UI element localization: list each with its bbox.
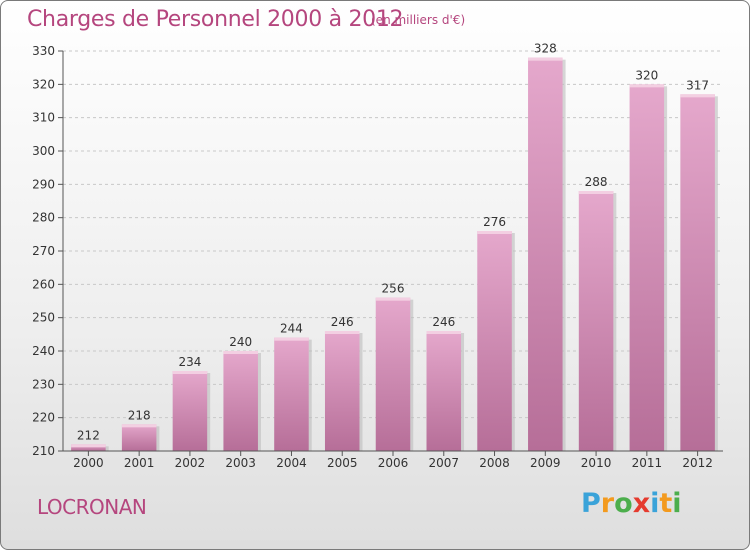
logo-letter: i — [672, 488, 682, 519]
bar-top-highlight — [680, 94, 715, 98]
bar — [375, 297, 411, 451]
chart-subtitle: (en milliers d'€) — [371, 13, 466, 27]
data-label: 218 — [128, 408, 151, 422]
bar-top-highlight — [172, 371, 208, 374]
logo-letter: i — [650, 488, 660, 519]
bar-top-highlight — [274, 337, 309, 341]
logo-letter: t — [659, 488, 673, 519]
y-tick-label: 300 — [32, 144, 55, 158]
data-label: 234 — [178, 355, 201, 369]
bar — [680, 94, 715, 451]
x-tick-label: 2003 — [225, 456, 256, 470]
x-tick-label: 2004 — [276, 456, 307, 470]
x-tick-label: 2011 — [632, 456, 663, 470]
logo-letter: o — [614, 488, 633, 519]
data-label: 328 — [534, 42, 557, 56]
logo-letter: x — [632, 488, 651, 519]
bar-top-highlight — [578, 191, 614, 194]
data-label: 212 — [77, 428, 100, 442]
y-tick-label: 250 — [32, 311, 55, 325]
data-label: 240 — [229, 335, 252, 349]
bar — [629, 84, 665, 451]
bar — [324, 331, 360, 451]
x-tick-label: 2008 — [479, 456, 510, 470]
bar — [172, 371, 208, 451]
y-tick-label: 210 — [32, 444, 55, 458]
data-label: 276 — [483, 215, 506, 229]
x-tick-label: 2000 — [73, 456, 104, 470]
proxiti-logo[interactable]: Proxiti — [581, 488, 682, 519]
bar-top-highlight — [375, 297, 411, 301]
data-label: 256 — [382, 282, 405, 296]
chart-title: Charges de Personnel 2000 à 2012 — [27, 7, 404, 32]
x-tick-label: 2006 — [378, 456, 409, 470]
bar-top-highlight — [528, 57, 563, 61]
y-tick-label: 290 — [32, 177, 55, 191]
data-label: 317 — [686, 78, 709, 92]
bar — [426, 331, 462, 451]
y-tick-label: 330 — [32, 44, 55, 58]
x-tick-label: 2007 — [428, 456, 459, 470]
data-label: 244 — [280, 322, 303, 336]
bar-top-highlight — [629, 84, 665, 88]
bar-top-highlight — [223, 351, 258, 354]
bar — [223, 351, 258, 451]
y-tick-label: 260 — [32, 277, 55, 291]
data-label: 246 — [331, 315, 354, 329]
bar-top-highlight — [426, 331, 462, 334]
x-tick-label: 2009 — [530, 456, 561, 470]
bar — [274, 337, 309, 451]
x-tick-label: 2010 — [581, 456, 612, 470]
bar — [528, 57, 563, 452]
y-tick-label: 230 — [32, 377, 55, 391]
bar — [578, 191, 614, 451]
data-label: 320 — [635, 68, 658, 82]
bar-top-highlight — [71, 444, 106, 448]
y-tick-label: 310 — [32, 111, 55, 125]
bar-top-highlight — [121, 424, 157, 428]
bar — [121, 424, 157, 451]
logo-letter: r — [600, 488, 615, 519]
x-tick-label: 2012 — [682, 456, 713, 470]
y-tick-label: 320 — [32, 77, 55, 91]
x-tick-label: 2001 — [124, 456, 155, 470]
bar-top-highlight — [324, 331, 360, 334]
y-tick-label: 220 — [32, 411, 55, 425]
y-tick-label: 270 — [32, 244, 55, 258]
x-tick-label: 2002 — [175, 456, 206, 470]
bar — [477, 231, 512, 451]
data-label: 288 — [585, 175, 608, 189]
x-tick-label: 2005 — [327, 456, 358, 470]
y-tick-label: 280 — [32, 211, 55, 225]
bar — [71, 444, 106, 451]
bar-top-highlight — [477, 231, 512, 234]
data-label: 246 — [432, 315, 455, 329]
logo-letter: P — [581, 488, 601, 519]
location-name: LOCRONAN — [37, 495, 147, 519]
y-tick-label: 240 — [32, 344, 55, 358]
